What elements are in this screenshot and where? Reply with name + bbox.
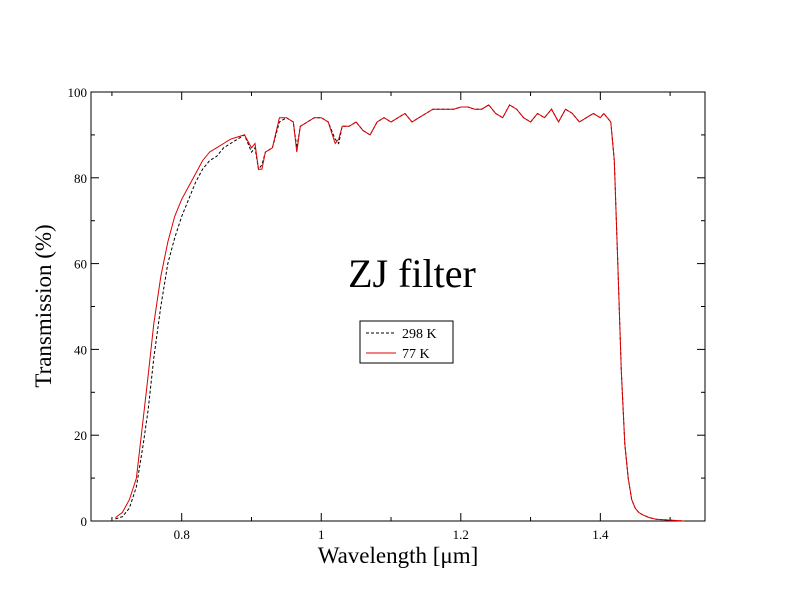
plot-area [90, 91, 706, 522]
x-tick-label: 0.8 [174, 527, 190, 542]
y-tick-label: 20 [74, 428, 87, 443]
y-tick-label: 0 [81, 514, 88, 529]
legend-label-298k: 298 K [402, 327, 437, 342]
x-tick-label: 1 [318, 527, 325, 542]
x-tick-label: 1.2 [453, 527, 469, 542]
legend-box [359, 320, 454, 364]
axis-ticks [91, 91, 705, 522]
axis-tick-labels: 0.8 1 1.2 1.4 0 20 40 60 80 100 [68, 85, 609, 542]
series-line-77k [115, 104, 685, 522]
chart-annotation: ZJ filter [348, 251, 476, 296]
legend-label-77k: 77 K [402, 347, 430, 362]
series-lines [115, 104, 685, 522]
series-line-298k [115, 104, 685, 522]
legend: 298 K 77 K [359, 320, 454, 364]
x-tick-label: 1.4 [592, 527, 609, 542]
y-tick-label: 40 [74, 342, 87, 357]
y-tick-label: 60 [74, 257, 87, 272]
y-tick-label: 100 [68, 85, 88, 100]
x-axis-title: Wavelength [μm] [318, 543, 479, 568]
y-tick-label: 80 [74, 171, 87, 186]
y-axis-title: Transmission (%) [31, 224, 56, 387]
